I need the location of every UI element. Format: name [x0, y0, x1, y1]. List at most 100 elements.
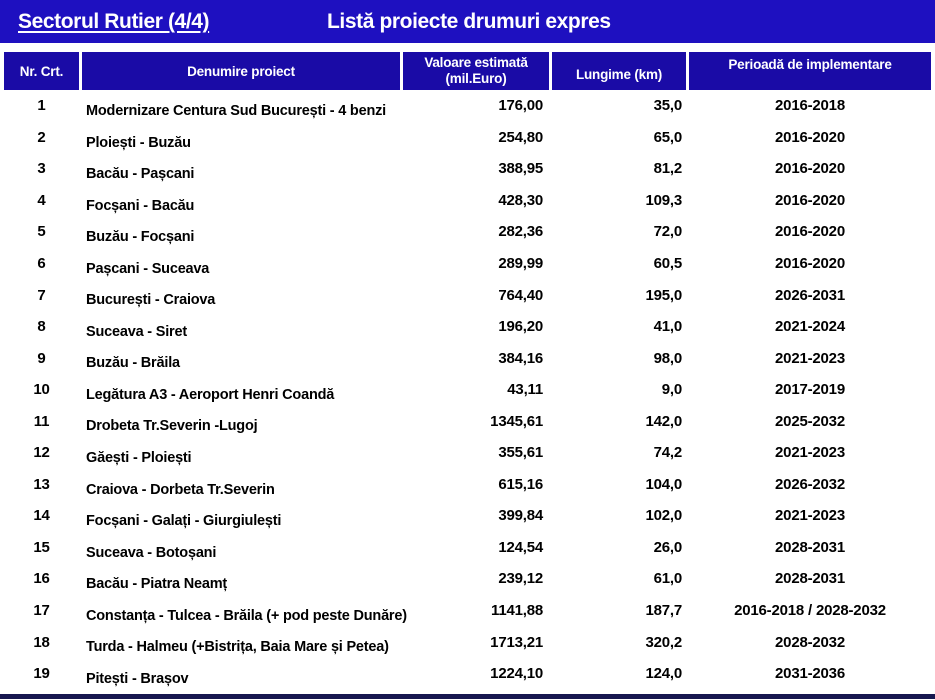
cell-estimated-value: 124,54	[498, 538, 543, 556]
cell-row-number: 8	[37, 318, 46, 336]
cell-implementation-period: 2016-2018	[775, 97, 845, 115]
cell-estimated-value: 43,11	[507, 381, 543, 399]
cell-length-km: 35,0	[653, 97, 683, 115]
cell-estimated-value: 176,00	[498, 97, 543, 115]
cell-length-km: 41,0	[653, 318, 683, 336]
cell-estimated-value: 239,12	[498, 570, 543, 588]
cell-implementation-period: 2028-2031	[775, 538, 845, 556]
cell-length-km: 65,0	[653, 128, 683, 146]
cell-project-name: București - Craiova	[86, 292, 216, 309]
cell-row-number: 19	[33, 665, 50, 683]
cell-implementation-period: 2026-2032	[775, 475, 845, 493]
cell-row-number: 7	[37, 286, 46, 304]
cell-estimated-value: 764,40	[498, 286, 543, 304]
cell-estimated-value: 282,36	[498, 223, 543, 241]
cell-row-number: 13	[33, 475, 50, 493]
cell-row-number: 17	[33, 602, 50, 620]
table-row: 11 Drobeta Tr.Severin -Lugoj 1345,61 142…	[4, 405, 931, 437]
cell-implementation-period: 2026-2031	[775, 286, 845, 304]
cell-implementation-period: 2017-2019	[775, 381, 845, 399]
cell-length-km: 195,0	[645, 286, 682, 304]
slide-title-bar: Sectorul Rutier (4/4) Listă proiecte dru…	[0, 0, 935, 43]
cell-row-number: 9	[37, 349, 46, 367]
table-row: 13 Craiova - Dorbeta Tr.Severin 615,16 1…	[4, 469, 931, 501]
cell-length-km: 98,0	[653, 349, 683, 367]
cell-row-number: 16	[33, 570, 50, 588]
cell-estimated-value: 399,84	[498, 507, 543, 525]
cell-estimated-value: 289,99	[498, 255, 543, 272]
column-header-implementation-period: Perioadă de implementare	[689, 52, 931, 90]
cell-implementation-period: 2021-2023	[775, 507, 845, 525]
cell-project-name: Legătura A3 - Aeroport Henri Coandă	[86, 386, 335, 403]
cell-implementation-period: 2016-2020	[775, 160, 845, 178]
cell-length-km: 61,0	[653, 570, 683, 588]
cell-implementation-period: 2028-2032	[775, 633, 845, 651]
cell-length-km: 109,3	[645, 191, 682, 209]
cell-row-number: 11	[33, 412, 50, 430]
table-row: 15 Suceava - Botoșani 124,54 26,0 2028-2…	[4, 532, 931, 564]
cell-length-km: 72,0	[653, 223, 683, 241]
cell-row-number: 18	[33, 633, 50, 651]
cell-implementation-period: 2025-2032	[775, 412, 845, 430]
table-header-row: Nr. Crt. Denumire proiect Valoare estima…	[4, 52, 931, 90]
cell-implementation-period: 2021-2023	[775, 444, 845, 462]
cell-row-number: 14	[33, 507, 50, 525]
column-header-nr: Nr. Crt.	[4, 52, 79, 90]
cell-implementation-period: 2016-2020	[775, 191, 845, 209]
section-title: Sectorul Rutier (4/4)	[18, 10, 210, 33]
cell-length-km: 81,2	[653, 160, 683, 178]
cell-estimated-value: 615,16	[498, 475, 543, 493]
table-body: 1 Modernizare Centura Sud București - 4 …	[4, 90, 931, 690]
cell-row-number: 12	[33, 444, 50, 462]
cell-implementation-period: 2016-2020	[775, 128, 845, 146]
cell-estimated-value: 1224,10	[490, 665, 543, 683]
cell-implementation-period: 2028-2031	[775, 570, 845, 588]
cell-project-name: Drobeta Tr.Severin -Lugoj	[86, 418, 258, 435]
cell-length-km: 142,0	[645, 412, 682, 430]
cell-length-km: 124,0	[645, 665, 682, 683]
cell-project-name: Buzău - Brăila	[86, 355, 180, 372]
cell-length-km: 187,7	[645, 602, 682, 620]
table-row: 7 București - Craiova 764,40 195,0 2026-…	[4, 279, 931, 311]
cell-estimated-value: 384,16	[498, 349, 543, 367]
cell-project-name: Suceava - Botoșani	[86, 544, 217, 561]
bottom-border-bar	[0, 694, 935, 699]
cell-project-name: Modernizare Centura Sud București - 4 be…	[86, 103, 386, 119]
cell-row-number: 3	[37, 160, 46, 178]
cell-estimated-value: 428,30	[498, 191, 543, 209]
column-header-length: Lungime (km)	[552, 52, 686, 90]
table-row: 3 Bacău - Pașcani 388,95 81,2 2016-2020	[4, 153, 931, 185]
table-row: 4 Focșani - Bacău 428,30 109,3 2016-2020	[4, 185, 931, 217]
cell-implementation-period: 2021-2024	[775, 318, 845, 336]
table-row: 16 Bacău - Piatra Neamț 239,12 61,0 2028…	[4, 563, 931, 595]
table-row: 6 Pașcani - Suceava 289,99 60,5 2016-202…	[4, 248, 931, 280]
cell-estimated-value: 1345,61	[490, 412, 543, 430]
column-header-project-name: Denumire proiect	[82, 52, 400, 90]
cell-row-number: 5	[37, 223, 46, 241]
cell-project-name: Turda - Halmeu (+Bistrița, Baia Mare și …	[86, 639, 389, 656]
table-row: 2 Ploiești - Buzău 254,80 65,0 2016-2020	[4, 122, 931, 154]
cell-implementation-period: 2031-2036	[775, 665, 845, 683]
cell-estimated-value: 1141,88	[491, 602, 543, 620]
cell-row-number: 10	[33, 381, 50, 399]
table-row: 8 Suceava - Siret 196,20 41,0 2021-2024	[4, 311, 931, 343]
table-row: 17 Constanța - Tulcea - Brăila (+ pod pe…	[4, 595, 931, 627]
cell-estimated-value: 355,61	[498, 444, 543, 462]
slide-subtitle: Listă proiecte drumuri expres	[327, 10, 611, 33]
cell-estimated-value: 1713,21	[490, 633, 543, 651]
cell-project-name: Pașcani - Suceava	[86, 260, 210, 277]
cell-row-number: 15	[33, 538, 50, 556]
table-row: 12 Găești - Ploiești 355,61 74,2 2021-20…	[4, 437, 931, 469]
cell-project-name: Constanța - Tulcea - Brăila (+ pod peste…	[86, 607, 407, 624]
cell-project-name: Craiova - Dorbeta Tr.Severin	[86, 481, 275, 498]
cell-length-km: 26,0	[653, 538, 683, 556]
cell-length-km: 74,2	[653, 444, 683, 462]
cell-row-number: 4	[37, 191, 46, 209]
cell-row-number: 2	[37, 128, 46, 146]
cell-length-km: 9,0	[661, 381, 682, 399]
cell-length-km: 102,0	[645, 507, 682, 525]
cell-length-km: 60,5	[653, 255, 683, 272]
cell-project-name: Suceava - Siret	[86, 323, 187, 340]
table-row: 5 Buzău - Focșani 282,36 72,0 2016-2020	[4, 216, 931, 248]
cell-implementation-period: 2016-2020	[775, 223, 845, 241]
